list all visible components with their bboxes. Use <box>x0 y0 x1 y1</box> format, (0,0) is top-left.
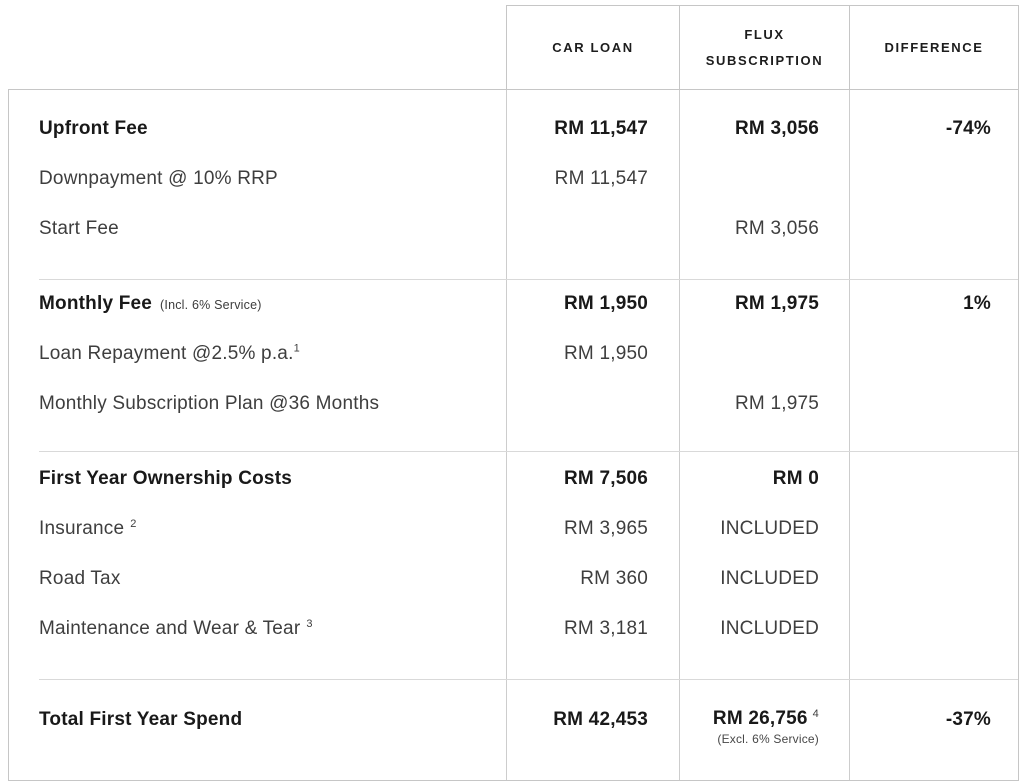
difference-value: -74% <box>945 118 991 139</box>
table-row: Insurance 2 RM 3,965 INCLUDED <box>9 504 1018 554</box>
difference-value: 1% <box>963 293 991 314</box>
car-loan-value: RM 3,181 <box>564 618 648 639</box>
row-label-text: Loan Repayment @2.5% p.a. <box>39 343 294 364</box>
table-section-total: Total First Year Spend RM 42,453 RM 26,7… <box>9 679 1018 780</box>
header-cell-empty <box>8 5 506 89</box>
footnote-marker: 4 <box>812 707 819 720</box>
comparison-table: CAR LOAN FLUX SUBSCRIPTION DIFFERENCE Up… <box>8 5 1019 781</box>
table-row: Upfront Fee RM 11,547 RM 3,056 -74% <box>9 104 1018 154</box>
row-label: Monthly Subscription Plan @36 Months <box>39 393 380 414</box>
table-section-monthly: Monthly Fee (Incl. 6% Service) RM 1,950 R… <box>9 279 1018 451</box>
row-label-note: (Incl. 6% Service) <box>160 298 262 312</box>
row-label-text: Insurance <box>39 518 125 539</box>
row-label: Upfront Fee <box>39 118 148 139</box>
car-loan-value: RM 3,965 <box>564 518 648 539</box>
car-loan-value: RM 1,950 <box>564 343 648 364</box>
flux-total-line: RM 26,756 4 <box>713 708 819 730</box>
column-divider <box>679 90 680 780</box>
row-label-text: Monthly Fee <box>39 293 153 314</box>
car-loan-value: RM 11,547 <box>554 118 648 139</box>
footnote-marker: 2 <box>130 517 137 530</box>
car-loan-value: RM 42,453 <box>553 709 648 730</box>
table-body: Upfront Fee RM 11,547 RM 3,056 -74% Down… <box>8 89 1019 781</box>
column-divider <box>506 90 507 780</box>
table-row: Start Fee RM 3,056 <box>9 204 1018 254</box>
difference-value: -37% <box>945 709 991 730</box>
row-label: First Year Ownership Costs <box>39 468 292 489</box>
row-label: Total First Year Spend <box>39 709 243 730</box>
table-row: Monthly Fee (Incl. 6% Service) RM 1,950 R… <box>9 279 1018 329</box>
table-row: Monthly Subscription Plan @36 Months RM … <box>9 379 1018 429</box>
header-cell-difference: DIFFERENCE <box>849 5 1019 89</box>
header-label: CAR LOAN <box>552 40 634 55</box>
row-label: Start Fee <box>39 218 119 239</box>
header-label: FLUX SUBSCRIPTION <box>705 26 824 68</box>
table-row: First Year Ownership Costs RM 7,506 RM 0 <box>9 454 1018 504</box>
flux-value: INCLUDED <box>720 568 819 589</box>
flux-value: RM 3,056 <box>735 118 819 139</box>
row-label: Insurance 2 <box>9 518 506 540</box>
flux-value: RM 0 <box>772 468 819 489</box>
footnote-marker: 3 <box>306 617 313 630</box>
table-row: Total First Year Spend RM 42,453 RM 26,7… <box>9 694 1018 746</box>
flux-value: RM 3,056 <box>735 218 819 239</box>
table-row: Maintenance and Wear & Tear 3 RM 3,181 IN… <box>9 604 1018 654</box>
header-cell-flux-subscription: FLUX SUBSCRIPTION <box>679 5 849 89</box>
column-divider <box>849 90 850 780</box>
flux-value: RM 1,975 <box>735 293 819 314</box>
footnote-marker: 1 <box>293 342 300 355</box>
row-label: Monthly Fee (Incl. 6% Service) <box>9 293 506 315</box>
table-section-first-year-ownership: First Year Ownership Costs RM 7,506 RM 0… <box>9 451 1018 679</box>
table-header-row: CAR LOAN FLUX SUBSCRIPTION DIFFERENCE <box>8 5 1019 89</box>
row-label: Road Tax <box>39 568 121 589</box>
row-label: Loan Repayment @2.5% p.a.1 <box>9 343 506 365</box>
car-loan-value: RM 11,547 <box>554 168 648 189</box>
table-row: Loan Repayment @2.5% p.a.1 RM 1,950 <box>9 329 1018 379</box>
table-section-upfront: Upfront Fee RM 11,547 RM 3,056 -74% Down… <box>9 90 1018 279</box>
table-row: Road Tax RM 360 INCLUDED <box>9 554 1018 604</box>
row-label-text: Maintenance and Wear & Tear <box>39 618 301 639</box>
car-loan-value: RM 360 <box>580 568 648 589</box>
table-row: Downpayment @ 10% RRP RM 11,547 <box>9 154 1018 204</box>
flux-value: INCLUDED <box>720 518 819 539</box>
flux-value: RM 1,975 <box>735 393 819 414</box>
header-label: DIFFERENCE <box>884 40 984 55</box>
flux-value: INCLUDED <box>720 618 819 639</box>
flux-total-amount: RM 26,756 <box>712 708 808 729</box>
row-label: Maintenance and Wear & Tear 3 <box>9 618 506 640</box>
header-cell-car-loan: CAR LOAN <box>506 5 679 89</box>
flux-value: RM 26,756 4 (Excl. 6% Service) <box>679 708 849 746</box>
car-loan-value: RM 1,950 <box>564 293 648 314</box>
flux-total-note: (Excl. 6% Service) <box>717 732 819 746</box>
row-label: Downpayment @ 10% RRP <box>39 168 278 189</box>
car-loan-value: RM 7,506 <box>564 468 648 489</box>
